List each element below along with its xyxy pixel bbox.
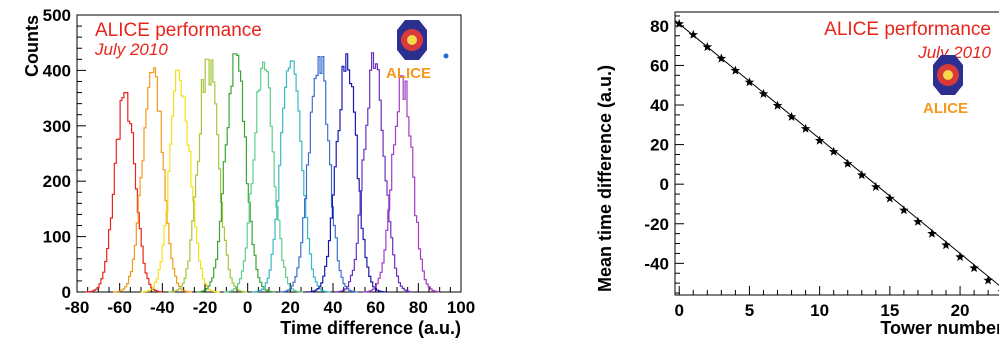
histogram-series-6 xyxy=(223,61,303,293)
histogram-series-5 xyxy=(195,53,276,293)
scatter-y-tick-label: 80 xyxy=(650,17,669,36)
scatter-y-tick-label: 20 xyxy=(650,136,669,155)
histogram-x-tick-label: -40 xyxy=(150,298,175,317)
histogram-series xyxy=(84,52,440,293)
scatter-point xyxy=(786,111,797,121)
scatter-point xyxy=(772,100,783,110)
histogram-x-tick-label: 100 xyxy=(447,298,475,317)
histogram-series-2 xyxy=(112,67,192,293)
scatter-point xyxy=(730,65,741,75)
scatter-point xyxy=(899,205,909,215)
scatter-y-tick-label: -20 xyxy=(644,215,669,234)
alice-logo-person-icon xyxy=(443,53,449,59)
scatter-annotation-title: ALICE performance xyxy=(824,19,991,40)
histogram-series-4 xyxy=(168,58,248,293)
histogram-series-9 xyxy=(306,53,387,293)
histogram-y-tick-label: 300 xyxy=(43,117,71,136)
scatter-x-tick-label: 20 xyxy=(951,301,970,320)
scatter-x-tick-label: 0 xyxy=(674,301,683,320)
scatter-series xyxy=(674,18,999,292)
scatter-point xyxy=(941,240,951,250)
histogram-x-tick-label: -20 xyxy=(193,298,218,317)
scatter-point xyxy=(969,263,979,273)
histogram-y-tick-label: 0 xyxy=(62,283,71,302)
alice-logo-star-core xyxy=(943,70,953,80)
scatter-point xyxy=(688,29,698,39)
scatter-fit-line xyxy=(674,20,999,286)
scatter-point xyxy=(702,42,713,52)
scatter-panel: 0 5 10 15 20 -40 -20 0 20 40 60 80 Tower number Mea… xyxy=(595,11,999,338)
histogram-x-tick-label: 20 xyxy=(281,298,300,317)
scatter-annotation-date: July 2010 xyxy=(917,43,991,62)
scatter-frame xyxy=(674,11,999,296)
histogram-y-tick-label: 500 xyxy=(43,6,71,25)
histogram-x-label: Time difference (a.u.) xyxy=(280,318,461,338)
histogram-series-11 xyxy=(362,75,440,293)
scatter-y-label: Mean time difference (a.u.) xyxy=(595,65,615,292)
histogram-x-tick-label: -60 xyxy=(107,298,132,317)
scatter-y-tick-label: 60 xyxy=(650,56,669,75)
scatter-point xyxy=(674,18,684,28)
histogram-y-tick-label: 100 xyxy=(43,228,71,247)
histogram-x-tick-label: 0 xyxy=(243,298,252,317)
scatter-point xyxy=(744,77,755,87)
histogram-x-tick-label: 80 xyxy=(409,298,428,317)
scatter-point xyxy=(828,146,839,156)
histogram-series-7 xyxy=(251,60,331,293)
alice-logo-text: ALICE xyxy=(386,65,431,82)
histogram-series-10 xyxy=(334,52,412,293)
scatter-axis-ticks: 0 5 10 15 20 -40 -20 0 20 40 60 80 xyxy=(644,15,989,320)
histogram-x-tick-label: -80 xyxy=(65,298,90,317)
scatter-point xyxy=(913,216,923,226)
scatter-point xyxy=(843,158,853,168)
histogram-x-tick-label: 60 xyxy=(366,298,385,317)
scatter-point xyxy=(814,135,825,145)
scatter-point xyxy=(716,53,727,63)
scatter-y-tick-label: 40 xyxy=(650,96,669,115)
histogram-x-tick-label: 40 xyxy=(324,298,343,317)
scatter-point xyxy=(885,193,895,203)
scatter-point xyxy=(983,275,993,285)
histogram-series-3 xyxy=(140,69,220,293)
scatter-y-tick-label: 0 xyxy=(660,175,669,194)
histogram-axis-ticks: -80 -60 -40 -20 0 20 40 60 80 100 0 100 200 300 400 500 xyxy=(43,6,476,317)
histogram-annotation-date: July 2010 xyxy=(94,40,168,59)
histogram-y-tick-label: 200 xyxy=(43,172,71,191)
scatter-point xyxy=(800,123,811,133)
scatter-x-label: Tower number xyxy=(880,318,999,338)
scatter-x-tick-label: 10 xyxy=(810,301,829,320)
scatter-point xyxy=(758,88,769,98)
scatter-point xyxy=(955,252,965,261)
alice-logo: ALICE xyxy=(386,20,449,82)
alice-logo-text: ALICE xyxy=(923,100,968,117)
histogram-y-tick-label: 400 xyxy=(43,61,71,80)
alice-logo-right: ALICE xyxy=(923,55,968,117)
histogram-y-label: Counts xyxy=(22,15,42,77)
histogram-series-8 xyxy=(279,56,359,293)
scatter-y-tick-label: -40 xyxy=(644,254,669,273)
alice-logo-star-core xyxy=(407,35,417,45)
histogram-annotation-title: ALICE performance xyxy=(95,20,262,41)
histogram-panel: -80 -60 -40 -20 0 20 40 60 80 100 0 100 200 300 400 500… xyxy=(22,6,475,338)
scatter-x-tick-label: 15 xyxy=(880,301,899,320)
scatter-point xyxy=(927,228,937,238)
scatter-point xyxy=(871,181,881,191)
scatter-point xyxy=(857,170,867,180)
scatter-x-tick-label: 5 xyxy=(745,301,754,320)
histogram-series-1 xyxy=(84,92,163,293)
